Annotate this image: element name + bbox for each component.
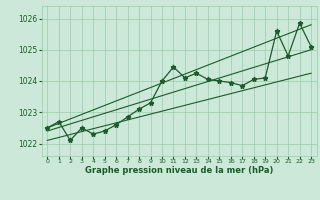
X-axis label: Graphe pression niveau de la mer (hPa): Graphe pression niveau de la mer (hPa)	[85, 166, 273, 175]
